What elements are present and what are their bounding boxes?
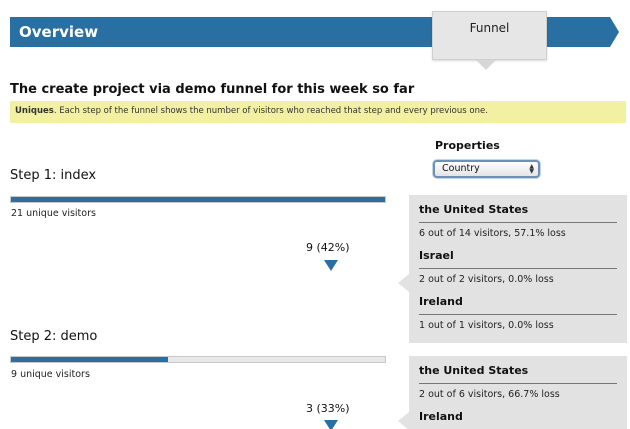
divider	[419, 268, 617, 269]
properties-label: Properties	[435, 139, 500, 152]
country-name: Ireland	[419, 295, 463, 308]
divider	[419, 222, 617, 223]
country-name: Ireland	[419, 410, 463, 423]
step-2-progress-bar	[10, 356, 386, 363]
tab-pointer	[476, 60, 496, 70]
step-1-title: Step 1: index	[10, 168, 97, 183]
page-title: Overview	[19, 23, 99, 41]
header-arrow	[610, 17, 619, 47]
country-stats: 2 out of 2 visitors, 0.0% loss	[419, 274, 554, 285]
breakdown-row[interactable]: the United States 6 out of 14 visitors, …	[419, 203, 617, 249]
country-stats: 1 out of 1 visitors, 0.0% loss	[419, 320, 554, 331]
funnel-heading: The create project via demo funnel for t…	[10, 82, 415, 97]
select-arrows-icon: ▲ ▼	[529, 163, 534, 175]
property-select[interactable]: Country ▲ ▼	[433, 160, 540, 178]
info-banner: Uniques. Each step of the funnel shows t…	[10, 101, 626, 123]
country-stats: 2 out of 6 visitors, 66.7% loss	[419, 389, 560, 400]
property-select-value: Country	[442, 163, 480, 174]
info-text: Uniques. Each step of the funnel shows t…	[15, 106, 488, 116]
country-name: the United States	[419, 203, 529, 216]
breakdown-row[interactable]: the United States 2 out of 6 visitors, 6…	[419, 364, 617, 410]
down-arrow-icon	[324, 260, 338, 271]
divider	[419, 314, 617, 315]
tab-funnel-label: Funnel	[469, 21, 510, 35]
step-2-conversion: 3 (33%)	[306, 402, 350, 415]
step-1-progress-fill	[11, 197, 385, 202]
country-stats: 6 out of 14 visitors, 57.1% loss	[419, 228, 566, 239]
step-1-progress-bar	[10, 196, 386, 203]
country-name: Israel	[419, 249, 454, 262]
step-1-breakdown-panel: the United States 6 out of 14 visitors, …	[409, 195, 627, 343]
down-arrow-icon	[324, 420, 338, 429]
step-2-breakdown-panel: the United States 2 out of 6 visitors, 6…	[409, 356, 627, 429]
step-2-progress-fill	[11, 357, 169, 362]
panel-pointer	[398, 274, 409, 292]
divider	[419, 383, 617, 384]
panel-pointer	[398, 412, 409, 429]
info-strong: Uniques	[15, 106, 54, 116]
breakdown-row[interactable]: Ireland 1 out of 1 visitors, 0.0% loss	[419, 295, 617, 341]
step-2-title: Step 2: demo	[10, 329, 98, 344]
breakdown-row[interactable]: Israel 2 out of 2 visitors, 0.0% loss	[419, 249, 617, 295]
tab-funnel[interactable]: Funnel	[432, 11, 547, 60]
info-description: . Each step of the funnel shows the numb…	[53, 106, 488, 116]
step-1-conversion: 9 (42%)	[306, 241, 350, 254]
country-name: the United States	[419, 364, 529, 377]
step-1-visitor-count: 21 unique visitors	[11, 208, 96, 219]
step-2-visitor-count: 9 unique visitors	[11, 369, 90, 380]
breakdown-row[interactable]: Ireland	[419, 410, 617, 429]
